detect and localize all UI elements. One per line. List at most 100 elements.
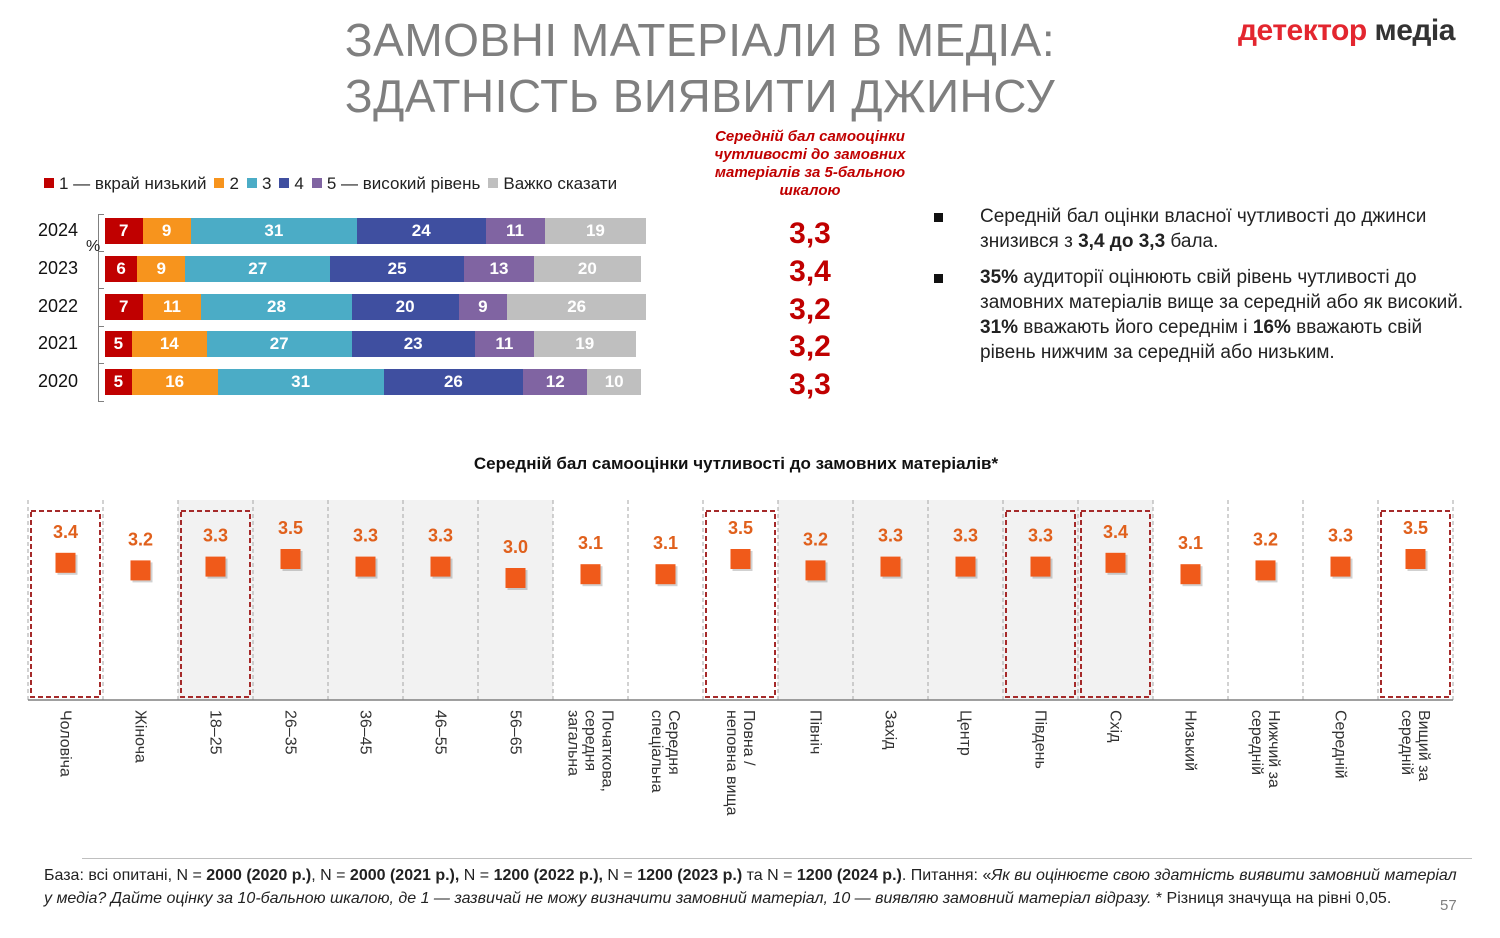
data-point [955, 556, 976, 577]
data-point [505, 568, 526, 588]
data-point [55, 552, 76, 573]
footnote-text: Як ви оцінюєте свою здатність виявити за… [44, 867, 1457, 907]
data-point [130, 560, 151, 581]
logo: детектор медіа [1238, 14, 1455, 48]
column-shade [1078, 500, 1153, 700]
category-label-line: Північ [807, 710, 824, 754]
category-label: 18–25 [207, 710, 224, 755]
category-label: Центр [957, 710, 974, 756]
footer-divider [82, 858, 1472, 859]
finding-text: 3,4 до 3,3 [1078, 231, 1166, 252]
category-label-line: 18–25 [207, 710, 224, 755]
avg-score-value: 3,3 [789, 217, 831, 250]
category-label: Середній [1332, 710, 1349, 779]
category-label: Захід [882, 710, 899, 750]
category-label-line: спеціальна [648, 710, 665, 793]
avg-score-header: Середній бал самооцінки чутливості до за… [714, 128, 906, 199]
legend-item: 5 — високий рівень [311, 174, 481, 194]
data-label: 3.3 [353, 526, 378, 546]
bar-segment: 9 [142, 218, 191, 244]
data-point [1405, 549, 1426, 569]
footnote-text: 1200 (2024 р.) [796, 867, 902, 884]
data-point [430, 556, 451, 577]
category-label-line: Середній [1332, 710, 1349, 779]
key-findings: Середній бал оцінки власної чутливості д… [932, 204, 1477, 376]
legend-label: 3 [261, 174, 272, 193]
category-label-line: середній [1398, 710, 1415, 775]
category-label-line: Нижчий за [1265, 710, 1282, 788]
category-label-line: неповна вища [723, 710, 740, 816]
category-label: Схід [1107, 710, 1124, 743]
bar-segment: 25 [330, 256, 465, 282]
bar-segment: 26 [383, 369, 524, 395]
bar-segment: 5 [105, 369, 132, 395]
data-label: 3.3 [878, 526, 903, 546]
dot-chart-title: Середній бал самооцінки чутливості до за… [473, 454, 999, 473]
legend-swatch [214, 178, 225, 188]
finding-text: аудиторії оцінюють свій рівень чутливост… [980, 267, 1464, 313]
category-label: 56–65 [507, 710, 524, 755]
finding-text: вважають свій рівень нижчим за середній … [980, 317, 1423, 363]
legend-label: 5 — високий рівень [326, 174, 481, 193]
category-label: Південь [1032, 710, 1049, 769]
footnote-text: 1200 (2022 р.), [493, 867, 603, 884]
bar-axis [98, 214, 107, 402]
category-label: Чоловіча [57, 710, 74, 777]
bar-segment: 26 [507, 294, 647, 320]
data-label: 3.5 [1403, 518, 1428, 538]
significance-box [1005, 510, 1076, 698]
category-label-line: Чоловіча [57, 710, 74, 777]
category-label: Вищий засередній [1398, 710, 1432, 781]
footnote-text: 2000 (2021 р.), [349, 867, 460, 884]
dot-chart: 3.4 3.2 3.3 3.5 3.3 3.3 3.0 3.1 3.1 3.5 3.2 3.3 3.3 3… [27, 500, 1454, 816]
bar-segment: 6 [105, 256, 138, 282]
bar-category-label: 2020 [38, 371, 79, 391]
logo-part1: детектор [1238, 14, 1367, 47]
footnote: База: всі опитані, N = 2000 (2020 р.), N… [44, 864, 1464, 910]
category-label-line: Початкова, [599, 710, 616, 792]
category-label-line: Повна / [740, 710, 757, 766]
bar-segment: 23 [351, 331, 475, 357]
data-label: 3.1 [653, 533, 678, 553]
column-shade [1003, 500, 1078, 700]
bar-category-label: 2021 [38, 333, 79, 353]
footnote-text: . Питання: « [901, 867, 992, 884]
axis-tick [98, 251, 104, 252]
legend-label: Важко сказати [503, 174, 618, 193]
category-label-line: Південь [1032, 710, 1049, 769]
data-label: 3.1 [578, 533, 603, 553]
data-point [1105, 552, 1126, 573]
column-shade [178, 500, 253, 700]
legend-item: 4 [279, 174, 304, 194]
finding-text: 31% [980, 317, 1019, 338]
data-label: 3.2 [128, 529, 153, 549]
bar-segment: 16 [131, 369, 218, 395]
footnote-text: N = [602, 867, 638, 884]
legend-label: 1 — вкрай низький [59, 174, 207, 193]
page-title-line1: ЗАМОВНІ МАТЕРІАЛИ В МЕДІА: [344, 14, 1056, 66]
column-shade [328, 500, 403, 700]
column-shade [253, 500, 328, 700]
data-point [655, 564, 676, 585]
axis-tick [98, 363, 104, 364]
category-label-line: Середня [665, 710, 682, 775]
category-label-line: 26–35 [282, 710, 299, 755]
bar-segment: 9 [137, 256, 186, 282]
footnote-text: * Різниця значуща на рівні 0,05. [1151, 890, 1392, 907]
finding-text: Середній бал оцінки власної чутливості д… [980, 206, 1427, 252]
footnote-text: , N = [311, 867, 350, 884]
finding-bullet: 35% аудиторії оцінюють свій рівень чутли… [932, 265, 1477, 365]
finding-text: бала. [1165, 231, 1219, 252]
category-label-line: Низький [1182, 710, 1199, 771]
category-label-line: Вищий за [1415, 710, 1432, 781]
bar-segment: 11 [485, 218, 545, 244]
bar-category-label: 2022 [38, 296, 79, 316]
legend-label: 2 [229, 174, 239, 193]
bar-category-label: 2023 [38, 258, 79, 278]
data-label: 3.5 [728, 518, 753, 538]
category-label: Повна /неповна вища [723, 710, 757, 816]
legend-item: Важко сказати [488, 174, 617, 194]
footnote-text: та N = [742, 867, 797, 884]
significance-box [1380, 510, 1451, 698]
page-number: 57 [1440, 897, 1457, 914]
